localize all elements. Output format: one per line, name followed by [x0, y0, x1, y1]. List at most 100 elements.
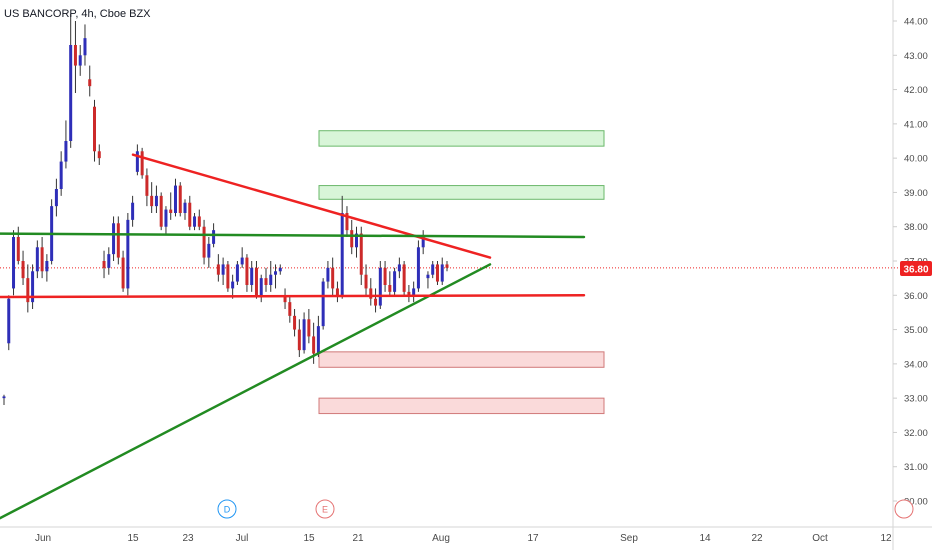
event-marker-d[interactable]: D: [217, 499, 237, 519]
candle-body: [250, 267, 254, 285]
candle-body: [331, 267, 335, 289]
candle: [326, 261, 330, 289]
candle-body: [235, 264, 239, 282]
y-tick-label: 34.00: [904, 359, 928, 370]
candle: [69, 14, 73, 148]
candle: [283, 288, 287, 309]
y-tick-label: 30.00: [904, 497, 928, 508]
candle: [335, 281, 339, 303]
candle: [278, 264, 282, 275]
green-trendline-1[interactable]: [0, 263, 492, 520]
candle-body: [150, 195, 154, 207]
candle-body: [154, 195, 158, 207]
candle-body: [397, 264, 401, 272]
candles-layer: [2, 14, 449, 405]
candle: [345, 206, 349, 237]
red-trendline-0[interactable]: [131, 153, 492, 259]
candle-body: [69, 45, 73, 141]
candle: [188, 195, 192, 231]
candle-body: [321, 281, 325, 327]
candle-body: [359, 233, 363, 275]
candle: [173, 178, 177, 217]
candle: [83, 24, 87, 66]
candle-body: [340, 213, 344, 296]
x-tick-label: Jul: [236, 533, 249, 544]
candle: [169, 192, 173, 220]
candle-body: [54, 189, 58, 207]
support-zone-2: [318, 351, 605, 368]
candle-body: [169, 209, 173, 213]
time-axis[interactable]: Jun 15 23 Jul 15 21 Aug 17 Sep 14 22 Oct 12: [35, 533, 892, 544]
candle-body: [383, 267, 387, 285]
candle: [321, 278, 325, 330]
resistance-zone-1: [318, 185, 605, 200]
candle-body: [293, 315, 297, 330]
x-tick-label: Jun: [35, 533, 51, 544]
candle: [97, 144, 101, 165]
candle-body: [159, 195, 163, 227]
candle: [140, 147, 144, 179]
candle-body: [216, 264, 220, 275]
candle-body: [35, 247, 39, 272]
red-trendline-3[interactable]: [0, 294, 586, 299]
candle: [426, 271, 430, 289]
candle-body: [40, 247, 44, 272]
candle-body: [116, 223, 120, 258]
candle: [269, 261, 273, 292]
candle: [302, 312, 306, 354]
candle: [254, 261, 258, 299]
candle: [135, 144, 139, 176]
alert-marker[interactable]: [894, 499, 914, 519]
candle: [288, 295, 292, 323]
trendlines-layer: [0, 153, 586, 520]
candle: [440, 257, 444, 285]
candle: [178, 182, 182, 217]
candle-body: [431, 264, 435, 275]
candle-body: [297, 329, 301, 351]
candle: [340, 195, 344, 299]
candle: [7, 295, 11, 351]
candle: [31, 264, 35, 309]
candle: [102, 250, 106, 279]
candle: [397, 257, 401, 279]
candle-body: [31, 271, 35, 303]
price-axis[interactable]: 30.0031.0032.0033.0034.0035.0036.0037.00…: [893, 17, 928, 508]
candle: [21, 250, 25, 285]
candle: [54, 178, 58, 217]
candle: [293, 309, 297, 337]
candle: [126, 213, 130, 296]
candle-body: [78, 55, 82, 66]
candle-body: [188, 202, 192, 227]
candle: [369, 278, 373, 306]
y-tick-label: 42.00: [904, 85, 928, 96]
event-marker-e[interactable]: E: [315, 499, 335, 519]
candle-body: [221, 264, 225, 275]
candle: [416, 240, 420, 292]
green-trendline-2[interactable]: [0, 232, 586, 239]
candle-body: [231, 281, 235, 289]
candle-body: [440, 264, 444, 282]
candle-body: [335, 288, 339, 296]
x-tick-label: 15: [127, 533, 139, 544]
candle: [388, 271, 392, 296]
candle-body: [178, 185, 182, 213]
x-tick-label: 14: [699, 533, 711, 544]
candle-body: [145, 175, 149, 196]
candle-body: [193, 216, 197, 227]
candle: [231, 274, 235, 299]
last-price-tag-bg: [900, 261, 932, 276]
y-tick-label: 39.00: [904, 188, 928, 199]
candle-body: [12, 237, 16, 289]
candle: [131, 195, 135, 227]
x-tick-label: 12: [880, 533, 892, 544]
candle: [40, 237, 44, 279]
candle: [393, 267, 397, 296]
candle: [145, 168, 149, 207]
candle: [16, 226, 20, 265]
event-marker-label: D: [224, 505, 231, 515]
candle: [193, 213, 197, 231]
candle: [374, 288, 378, 313]
